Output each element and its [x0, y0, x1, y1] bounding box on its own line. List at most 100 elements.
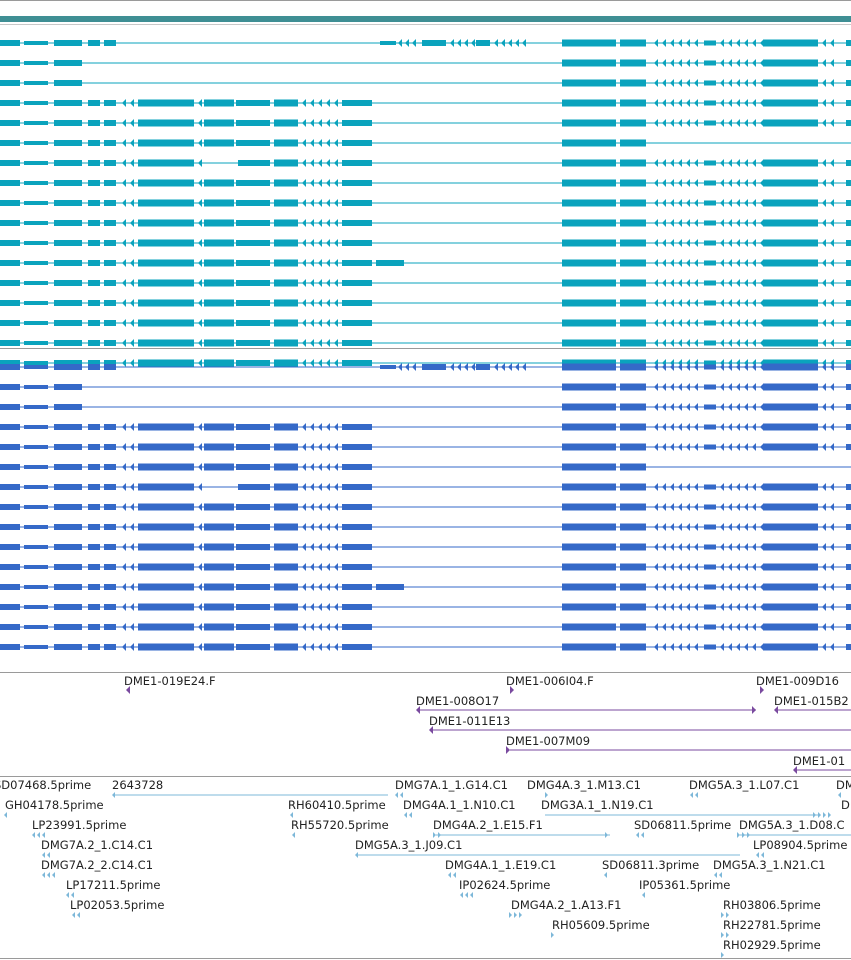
exon-block: [104, 364, 116, 370]
est-label[interactable]: SD06811.5prime: [634, 818, 731, 832]
est-label[interactable]: GH04178.5prime: [5, 798, 104, 812]
exon-block: [704, 60, 716, 66]
bac-label[interactable]: DME1-009D16: [756, 674, 839, 688]
transcript-row[interactable]: [0, 563, 851, 571]
est-label[interactable]: IP05361.5prime: [639, 878, 730, 892]
transcript-row[interactable]: [0, 623, 851, 631]
est-label[interactable]: DMG4A.2_1.A13.F1: [511, 898, 621, 912]
strand-arrow: [662, 239, 666, 247]
strand-arrow: [522, 39, 526, 47]
strand-arrow: [686, 279, 690, 287]
bac-label[interactable]: DME1-015B2: [774, 694, 849, 708]
bac-label[interactable]: DME1-01: [793, 754, 845, 768]
transcript-row[interactable]: [0, 443, 851, 451]
est-label[interactable]: RH22781.5prime: [723, 918, 821, 932]
strand-arrow: [686, 199, 690, 207]
transcript-row[interactable]: [0, 359, 851, 367]
transcript-row[interactable]: [0, 219, 851, 227]
transcript-row[interactable]: [0, 339, 851, 347]
exon-block: [342, 260, 372, 266]
est-label[interactable]: LP23991.5prime: [32, 818, 126, 832]
transcript-row[interactable]: [0, 299, 851, 307]
transcript-row[interactable]: [0, 59, 851, 67]
exon-block: [138, 199, 194, 207]
transcript-row[interactable]: [0, 239, 851, 247]
transcript-row[interactable]: [0, 483, 851, 491]
est-label[interactable]: SD07468.5prime: [0, 778, 91, 792]
transcript-row[interactable]: [0, 279, 851, 287]
est-label[interactable]: DMG4A.3_1.M13.C1: [527, 778, 641, 792]
transcript-row[interactable]: [0, 403, 851, 411]
est-label[interactable]: RH02929.5prime: [723, 938, 821, 952]
exon-block: [846, 424, 851, 430]
exon-block: [620, 623, 646, 631]
est-label[interactable]: DMG7A.1_1.G14.C1: [395, 778, 508, 792]
est-label[interactable]: SD06811.3prime: [602, 858, 699, 872]
exon-block: [620, 279, 646, 287]
est-label[interactable]: DM: [836, 778, 851, 792]
strand-arrow: [412, 363, 416, 371]
est-label[interactable]: DMG7A.2_1.C14.C1: [41, 838, 153, 852]
strand-arrow: [686, 443, 690, 451]
transcript-row[interactable]: [0, 383, 851, 391]
est-label[interactable]: D: [841, 798, 850, 812]
transcript-row[interactable]: [0, 583, 851, 591]
transcript-row[interactable]: [0, 119, 851, 127]
exon-block: [0, 240, 20, 246]
est-label[interactable]: IP02624.5prime: [459, 878, 550, 892]
est-label[interactable]: RH03806.5prime: [723, 898, 821, 912]
est-label[interactable]: LP02053.5prime: [70, 898, 164, 912]
est-label[interactable]: DMG7A.2_2.C14.C1: [41, 858, 153, 872]
est-label[interactable]: RH60410.5prime: [288, 798, 386, 812]
transcript-row[interactable]: [0, 199, 851, 207]
strand-arrow: [678, 199, 682, 207]
exon-block: [764, 159, 818, 167]
est-label[interactable]: DMG5A.3_1.N21.C1: [713, 858, 826, 872]
strand-arrow: [318, 199, 322, 207]
est-label[interactable]: 2643728: [112, 778, 163, 792]
bac-label[interactable]: DME1-011E13: [429, 714, 510, 728]
strand-arrow: [752, 383, 756, 391]
transcript-row[interactable]: [0, 503, 851, 511]
est-label[interactable]: DMG4A.2_1.E15.F1: [433, 818, 543, 832]
transcript-row[interactable]: [0, 39, 851, 47]
est-label[interactable]: DMG4A.1_1.N10.C1: [403, 798, 516, 812]
strand-arrow: [822, 563, 826, 571]
bac-label[interactable]: DME1-019E24.F: [124, 674, 216, 688]
strand-arrow: [326, 483, 330, 491]
transcript-row[interactable]: [0, 523, 851, 531]
strand-arrow: [678, 383, 682, 391]
bac-label[interactable]: DME1-008O17: [416, 694, 499, 708]
bac-label[interactable]: DME1-007M09: [506, 734, 590, 748]
est-label[interactable]: DMG4A.1_1.E19.C1: [445, 858, 556, 872]
est-label[interactable]: DMG5A.3_1.L07.C1: [689, 778, 799, 792]
transcript-row[interactable]: [0, 543, 851, 551]
strand-arrow: [678, 99, 682, 107]
est-label[interactable]: DMG5A.3_1.J09.C1: [355, 838, 462, 852]
transcript-row[interactable]: [0, 179, 851, 187]
transcript-row[interactable]: [0, 363, 851, 371]
transcript-row[interactable]: [0, 259, 851, 267]
strand-arrow: [752, 423, 756, 431]
est-label[interactable]: DMG3A.1_1.N19.C1: [541, 798, 654, 812]
est-label[interactable]: DMG5A.3_1.D08.C: [739, 818, 845, 832]
bac-label[interactable]: DME1-006I04.F: [506, 674, 594, 688]
transcript-row[interactable]: [0, 603, 851, 611]
est-label[interactable]: LP08904.5prime: [753, 838, 847, 852]
transcript-row[interactable]: [0, 79, 851, 87]
transcript-row[interactable]: [0, 99, 851, 107]
exon-block: [138, 423, 194, 431]
strand-arrow: [670, 279, 674, 287]
transcript-row[interactable]: [0, 643, 851, 651]
transcript-row[interactable]: [0, 139, 851, 147]
strand-arrow: [122, 219, 126, 227]
est-label[interactable]: RH05609.5prime: [552, 918, 650, 932]
est-label[interactable]: RH55720.5prime: [291, 818, 389, 832]
transcript-row[interactable]: [0, 159, 851, 167]
intron-line: [0, 486, 851, 488]
est-label[interactable]: LP17211.5prime: [66, 878, 160, 892]
transcript-row[interactable]: [0, 423, 851, 431]
transcript-row[interactable]: [0, 319, 851, 327]
transcript-row[interactable]: [0, 463, 851, 471]
intron-line: [0, 322, 851, 324]
